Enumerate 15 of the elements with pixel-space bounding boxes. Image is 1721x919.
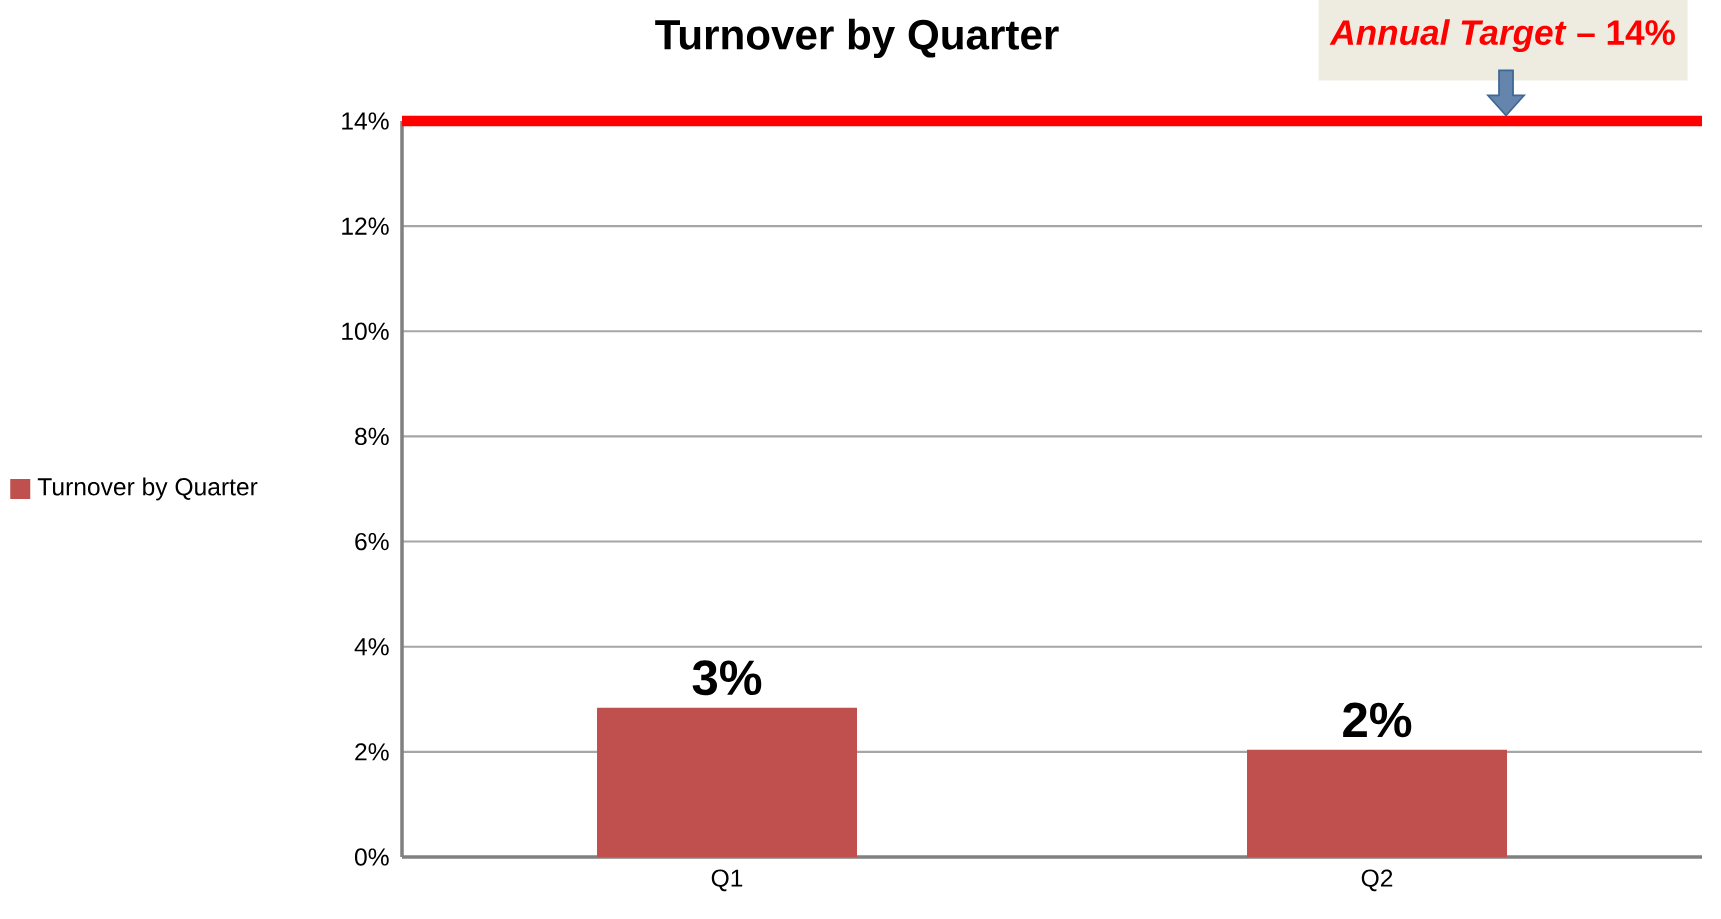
data-label: 2% [1343, 702, 1412, 738]
y-tick-label: 0% [354, 848, 389, 866]
y-tick-label: 6% [355, 532, 389, 551]
data-label: 3% [692, 660, 762, 696]
y-tick-label: 14% [342, 112, 389, 130]
x-tick-label: Q2 [1361, 869, 1393, 892]
y-tick-label: 10% [342, 322, 389, 340]
y-tick-label: 2% [355, 743, 389, 761]
chart-title: Turnover by Quarter [655, 18, 1059, 59]
ref-line-label: Annual Target – 14% [1329, 19, 1675, 52]
legend-label: Turnover by Quarter [37, 477, 258, 501]
y-tick-label: 8% [355, 427, 389, 446]
y-tick-label: 12% [342, 217, 389, 235]
x-tick-label: Q1 [711, 869, 743, 892]
y-tick-label: 4% [354, 638, 389, 656]
